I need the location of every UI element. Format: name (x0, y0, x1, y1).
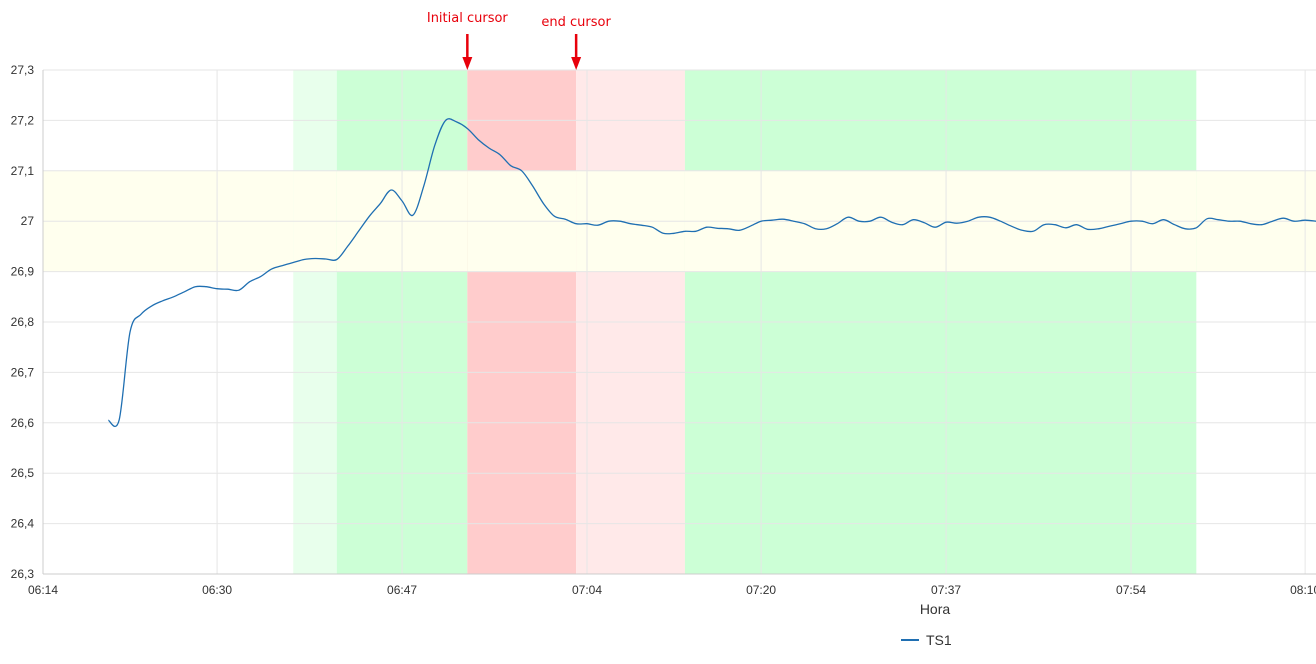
y-tick-label: 26,3 (11, 567, 35, 581)
y-tick-label: 26,9 (11, 265, 35, 279)
cursor-arrows (462, 34, 582, 70)
x-tick-label: 06:14 (28, 583, 58, 597)
legend[interactable]: TS1 (901, 632, 952, 648)
y-tick-label: 26,8 (11, 315, 35, 329)
x-tick-label: 06:47 (387, 583, 417, 597)
y-tick-label: 26,4 (11, 517, 35, 531)
x-tick-label: 06:30 (202, 583, 232, 597)
series-line-ts1 (107, 118, 1316, 428)
annotation-arrow-head (571, 57, 582, 70)
annotation-arrow-head (462, 57, 473, 70)
y-tick-label: 26,7 (11, 365, 35, 379)
annotations: Initial cursor end cursor (427, 11, 612, 30)
grid-lines (42, 69, 1316, 575)
y-tick-label: 26,5 (11, 466, 35, 480)
y-tick-label: 27,1 (11, 164, 35, 178)
y-tick-label: 26,6 (11, 416, 35, 430)
y-tick-label: 27 (21, 214, 35, 228)
x-tick-label: 07:37 (931, 583, 961, 597)
y-tick-label: 27,3 (11, 63, 35, 77)
x-tick-label: 08:10 (1290, 583, 1316, 597)
x-axis-title: Hora (920, 601, 951, 617)
y-axis-ticks: 26,3 26,4 26,5 26,6 26,7 26,8 26,9 27 27,1 27,2 27… (11, 63, 35, 581)
annotation-label: Initial cursor (427, 11, 509, 26)
x-tick-label: 07:20 (746, 583, 776, 597)
x-tick-label: 07:54 (1116, 583, 1146, 597)
y-tick-label: 27,2 (11, 113, 35, 127)
legend-label-ts1: TS1 (926, 632, 952, 648)
annotation-label: end cursor (541, 15, 611, 30)
x-axis-ticks: 06:14 06:30 06:47 07:04 07:20 07:37 07:54 08:10 (28, 583, 1316, 597)
x-tick-label: 07:04 (572, 583, 602, 597)
